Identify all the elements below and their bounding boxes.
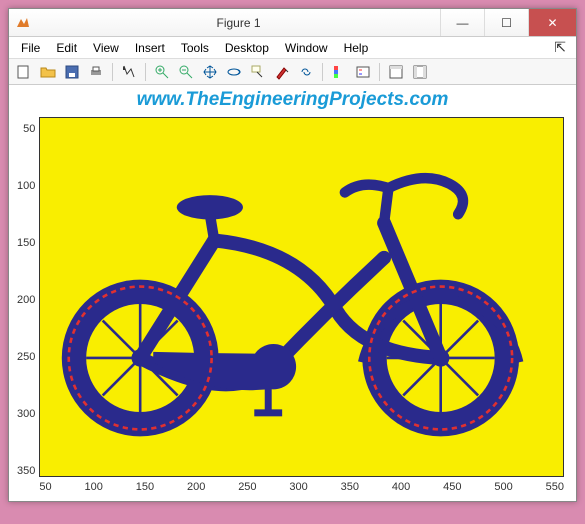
xtick: 500	[494, 481, 512, 493]
toolbar-sep-2	[145, 63, 146, 81]
open-file-button[interactable]	[37, 62, 59, 82]
ytick: 300	[17, 408, 35, 420]
zoom-out-button[interactable]	[175, 62, 197, 82]
window-title: Figure 1	[37, 9, 440, 36]
window-buttons: — ☐ ✕	[440, 9, 576, 36]
xtick: 350	[341, 481, 359, 493]
xtick: 450	[443, 481, 461, 493]
bicycle-silhouette	[40, 118, 563, 476]
xtick: 50	[39, 481, 51, 493]
hide-plot-tools-button[interactable]	[385, 62, 407, 82]
ytick: 250	[17, 351, 35, 363]
dock-icon[interactable]: ⇱	[548, 39, 572, 56]
xtick: 150	[136, 481, 154, 493]
axes-area: 50 100 150 200 250 300 350	[9, 113, 576, 501]
edit-plot-button[interactable]	[118, 62, 140, 82]
menu-help[interactable]: Help	[336, 37, 377, 59]
xtick: 400	[392, 481, 410, 493]
zoom-in-button[interactable]	[151, 62, 173, 82]
close-button[interactable]: ✕	[528, 9, 576, 36]
axes[interactable]	[39, 117, 564, 477]
ytick: 50	[23, 123, 35, 135]
menu-desktop[interactable]: Desktop	[217, 37, 277, 59]
titlebar: Figure 1 — ☐ ✕	[9, 9, 576, 37]
menu-file[interactable]: File	[13, 37, 48, 59]
menu-window[interactable]: Window	[277, 37, 336, 59]
ytick: 100	[17, 180, 35, 192]
xtick: 550	[546, 481, 564, 493]
menu-insert[interactable]: Insert	[127, 37, 173, 59]
xtick: 200	[187, 481, 205, 493]
print-button[interactable]	[85, 62, 107, 82]
ytick: 150	[17, 237, 35, 249]
pan-button[interactable]	[199, 62, 221, 82]
menu-view[interactable]: View	[85, 37, 127, 59]
data-cursor-button[interactable]	[247, 62, 269, 82]
menu-tools[interactable]: Tools	[173, 37, 217, 59]
show-plot-tools-button[interactable]	[409, 62, 431, 82]
new-figure-button[interactable]	[13, 62, 35, 82]
menubar: File Edit View Insert Tools Desktop Wind…	[9, 37, 576, 59]
maximize-button[interactable]: ☐	[484, 9, 528, 36]
link-button[interactable]	[295, 62, 317, 82]
legend-button[interactable]	[352, 62, 374, 82]
figure-window: Figure 1 — ☐ ✕ File Edit View Insert Too…	[8, 8, 577, 502]
save-button[interactable]	[61, 62, 83, 82]
xtick: 100	[84, 481, 102, 493]
watermark-text: www.TheEngineeringProjects.com	[9, 85, 576, 113]
plot-column: 50 100 150 200 250 300 350 400 450 500 5…	[39, 117, 564, 493]
rotate3d-button[interactable]	[223, 62, 245, 82]
x-axis: 50 100 150 200 250 300 350 400 450 500 5…	[39, 477, 564, 493]
xtick: 250	[238, 481, 256, 493]
ytick: 350	[17, 465, 35, 477]
toolbar-sep-4	[379, 63, 380, 81]
toolbar-sep-1	[112, 63, 113, 81]
menu-edit[interactable]: Edit	[48, 37, 85, 59]
matlab-icon	[9, 9, 37, 36]
toolbar-sep-3	[322, 63, 323, 81]
colorbar-button[interactable]	[328, 62, 350, 82]
brush-button[interactable]	[271, 62, 293, 82]
minimize-button[interactable]: —	[440, 9, 484, 36]
ytick: 200	[17, 294, 35, 306]
y-axis: 50 100 150 200 250 300 350	[17, 117, 39, 477]
toolbar	[9, 59, 576, 85]
xtick: 300	[289, 481, 307, 493]
